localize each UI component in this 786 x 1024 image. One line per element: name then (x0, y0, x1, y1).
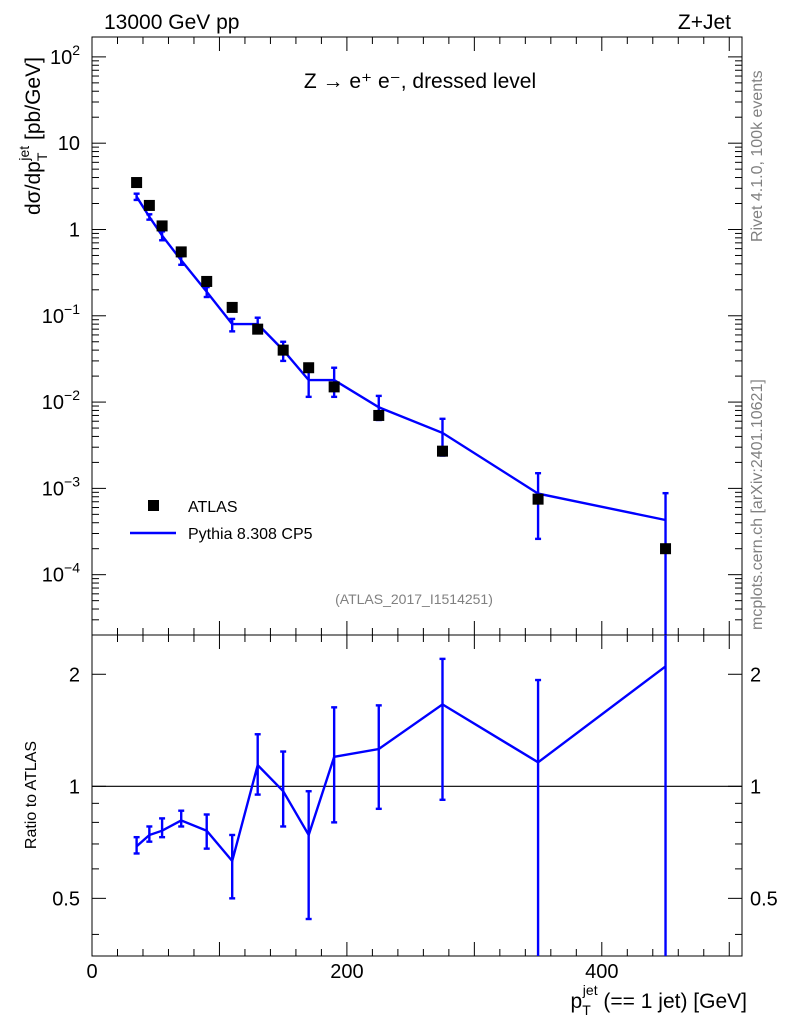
ratio-y-tick-label: 2 (69, 664, 80, 686)
x-tick-label: 400 (585, 961, 618, 983)
ratio-y-tick-label: 1 (69, 776, 80, 798)
ratio-y-tick-label-right: 2 (750, 664, 761, 686)
main-data-marks (131, 177, 672, 635)
atlas-point (373, 409, 385, 421)
atlas-point (277, 344, 289, 356)
legend-atlas-label: ATLAS (188, 499, 238, 516)
atlas-point (201, 275, 213, 287)
atlas-point (252, 323, 264, 335)
atlas-point (436, 445, 448, 457)
main-plot-title: Z → e⁺ e⁻, dressed level (304, 70, 536, 93)
ratio-plot-frame (91, 634, 743, 957)
x-tick-label: 200 (330, 961, 363, 983)
atlas-point (660, 543, 672, 555)
rivet-version-label: Rivet 4.1.0, 100k events (749, 70, 766, 242)
header-left: 13000 GeV pp (104, 11, 239, 34)
ratio-data-marks (92, 635, 742, 956)
main-y-tick-labels: 10−4 10−3 10−2 10−1 1 10 102 (42, 42, 80, 587)
legend-pythia-label: Pythia 8.308 CP5 (188, 526, 313, 543)
header-right: Z+Jet (678, 11, 731, 34)
atlas-point (175, 246, 187, 258)
main-y-tick-label: 1 (69, 219, 80, 241)
legend: ATLAS Pythia 8.308 CP5 (130, 499, 313, 543)
main-y-tick-label: 10 (58, 133, 80, 155)
main-y-tick-label: 10−2 (42, 387, 80, 414)
ratio-plot-panel: 0.5 0.5 1 1 2 2 0 200 400 Ratio to ATLAS (23, 634, 778, 983)
pythia-line (135, 196, 666, 522)
main-y-tick-label: 10−4 (42, 560, 80, 587)
main-y-tick-label: 10−1 (42, 301, 80, 328)
main-y-tick-label: 102 (50, 42, 80, 69)
main-y-ticks (92, 56, 742, 636)
atlas-point (303, 362, 315, 374)
ratio-line (135, 665, 667, 864)
atlas-point (328, 381, 340, 393)
mcplots-label: mcplots.cern.ch [arXiv:2401.10621] (749, 379, 766, 630)
main-plot-panel: 10−4 10−3 10−2 10−1 1 10 102 Z → e⁺ e⁻, dresse… (16, 36, 743, 636)
atlas-point (131, 177, 143, 189)
ratio-y-ticks: 0.5 0.5 1 1 2 2 (52, 664, 778, 935)
atlas-point (143, 199, 155, 211)
ratio-y-axis-label: Ratio to ATLAS (23, 741, 40, 849)
x-tick-label: 0 (86, 961, 97, 983)
main-y-tick-label: 10−3 (42, 473, 80, 500)
ratio-y-tick-label-right: 1 (750, 776, 761, 798)
atlas-point (532, 493, 544, 505)
main-plot-frame (91, 36, 743, 636)
x-axis-label: pTjet (== 1 jet) [GeV] (571, 982, 747, 1018)
atlas-point (156, 220, 168, 232)
main-x-ticks (91, 37, 730, 635)
legend-atlas-marker (148, 500, 159, 511)
ratio-y-tick-label: 0.5 (52, 888, 80, 910)
ratio-x-ticks: 0 200 400 (86, 635, 730, 983)
atlas-point (226, 301, 238, 313)
main-y-axis-label: dσ/dpTjet [pb/GeV] (16, 57, 50, 215)
ratio-y-tick-label-right: 0.5 (750, 888, 778, 910)
analysis-id-label: (ATLAS_2017_I1514251) (335, 591, 493, 607)
